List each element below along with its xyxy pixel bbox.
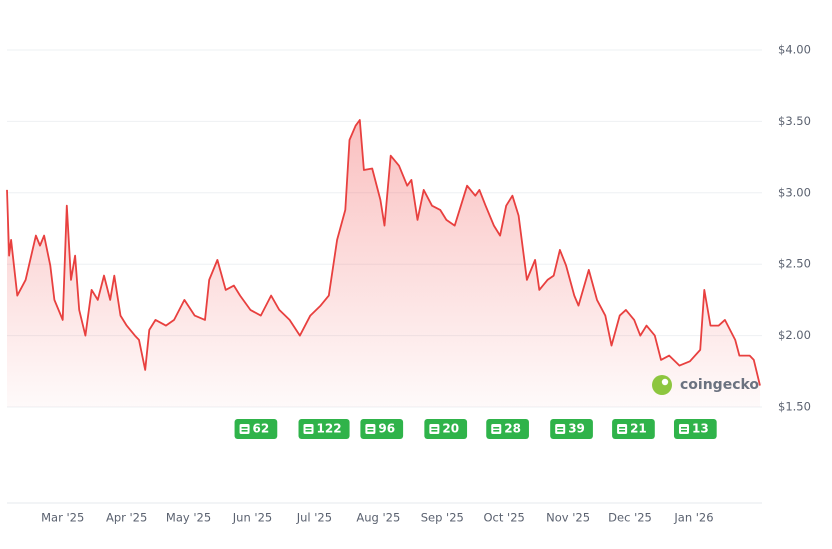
logo-eye bbox=[661, 378, 669, 386]
watermark: coingecko bbox=[652, 375, 759, 395]
x-tick-label: May '25 bbox=[166, 511, 211, 525]
news-badge[interactable]: 122 bbox=[298, 419, 350, 439]
x-tick-label: Jul '25 bbox=[296, 511, 332, 525]
y-tick-label: $3.00 bbox=[778, 185, 811, 199]
price-line bbox=[6, 119, 761, 386]
news-icon-line bbox=[367, 427, 374, 429]
news-badge[interactable]: 13 bbox=[673, 419, 717, 439]
news-icon bbox=[365, 424, 376, 434]
news-count: 28 bbox=[504, 422, 521, 436]
news-icon-line bbox=[619, 430, 626, 432]
news-icon-line bbox=[431, 430, 438, 432]
news-icon-line bbox=[493, 427, 500, 429]
news-icon bbox=[303, 424, 314, 434]
x-tick-label: Sep '25 bbox=[421, 511, 464, 525]
news-icon bbox=[429, 424, 440, 434]
news-badge[interactable]: 28 bbox=[486, 419, 529, 439]
news-icon bbox=[239, 424, 250, 434]
news-badge[interactable]: 96 bbox=[360, 419, 404, 439]
y-tick-label: $2.00 bbox=[778, 328, 811, 342]
news-count: 21 bbox=[630, 422, 647, 436]
x-tick-label: Dec '25 bbox=[608, 511, 652, 525]
x-tick-label: Apr '25 bbox=[106, 511, 147, 525]
x-tick-label: Jun '25 bbox=[232, 511, 272, 525]
news-icon-line bbox=[305, 430, 312, 432]
news-icon bbox=[678, 424, 689, 434]
plot bbox=[6, 119, 761, 407]
news-icon bbox=[617, 424, 628, 434]
news-badge[interactable]: 62 bbox=[234, 419, 278, 439]
news-icon bbox=[555, 424, 566, 434]
y-tick-label: $1.50 bbox=[778, 400, 811, 414]
logo bbox=[652, 375, 672, 395]
news-icon-line bbox=[305, 427, 312, 429]
news-count: 20 bbox=[442, 422, 459, 436]
news-count: 62 bbox=[253, 422, 270, 436]
watermark-text: coingecko bbox=[680, 377, 759, 393]
y-tick-label: $2.50 bbox=[778, 257, 811, 271]
news-count: 13 bbox=[692, 422, 709, 436]
x-tick-label: Jan '26 bbox=[673, 511, 713, 525]
news-count: 39 bbox=[568, 422, 585, 436]
x-tick-label: Mar '25 bbox=[41, 511, 84, 525]
x-tick-label: Oct '25 bbox=[484, 511, 525, 525]
news-icon bbox=[491, 424, 502, 434]
news-icon-line bbox=[680, 427, 687, 429]
news-icon-line bbox=[493, 430, 500, 432]
y-tick-label: $3.50 bbox=[778, 114, 811, 128]
news-icon-line bbox=[557, 427, 564, 429]
news-count: 96 bbox=[378, 422, 395, 436]
news-icon-line bbox=[680, 430, 687, 432]
news-badge[interactable]: 20 bbox=[424, 419, 468, 439]
news-icon-line bbox=[241, 430, 248, 432]
y-tick-label: $4.00 bbox=[778, 43, 811, 57]
news-icon-line bbox=[557, 430, 564, 432]
news-icon-line bbox=[367, 430, 374, 432]
news-count: 122 bbox=[317, 422, 342, 436]
x-tick-label: Aug '25 bbox=[356, 511, 400, 525]
news-badge[interactable]: 21 bbox=[612, 419, 655, 439]
x-tick-label: Nov '25 bbox=[546, 511, 590, 525]
news-icon-line bbox=[241, 427, 248, 429]
news-icon-line bbox=[619, 427, 626, 429]
news-badge[interactable]: 39 bbox=[550, 419, 593, 439]
news-icon-line bbox=[431, 427, 438, 429]
area bbox=[7, 120, 760, 407]
